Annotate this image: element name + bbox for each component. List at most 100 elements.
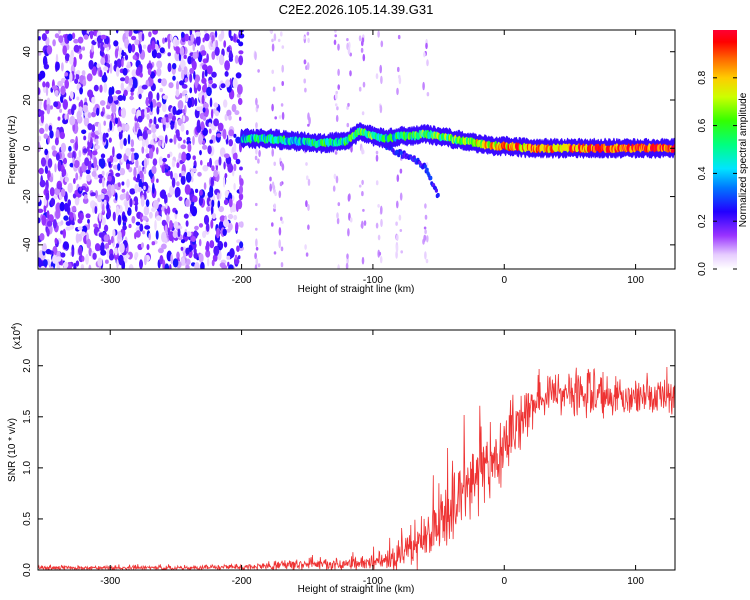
heatmap-noise-blob — [204, 33, 210, 42]
heatmap-noise-blob — [104, 243, 110, 250]
heatmap-sparse-blob — [377, 30, 380, 38]
heatmap-noise-blob — [68, 145, 72, 152]
heatmap-noise-blob — [126, 178, 130, 188]
heatmap-noise-blob — [111, 103, 117, 114]
heatmap-noise-blob — [179, 173, 182, 178]
heatmap-sparse-blob — [305, 200, 308, 208]
heatmap-noise-blob — [96, 107, 100, 117]
heatmap-noise-blob — [109, 155, 114, 163]
heatmap-noise-blob — [46, 220, 53, 227]
snr-line — [38, 366, 675, 570]
heatmap-noise-blob — [134, 183, 139, 194]
heatmap-noise-blob — [213, 102, 219, 108]
heatmap-noise-blob — [110, 235, 114, 244]
heatmap-noise-blob — [191, 176, 194, 183]
heatmap-noise-blob — [57, 160, 62, 172]
heatmap-noise-blob — [107, 95, 114, 104]
heatmap-sparse-blob — [362, 208, 365, 212]
heatmap-noise-blob — [156, 178, 159, 183]
heatmap-sparse-blob — [273, 161, 277, 166]
heatmap-noise-blob — [218, 206, 224, 213]
heatmap-noise-blob — [104, 224, 109, 232]
heatmap-noise-blob — [206, 65, 213, 75]
heatmap-sparse-blob — [337, 202, 341, 207]
heatmap-noise-blob — [141, 242, 144, 249]
snr-multiplier-prefix: (x10 — [12, 329, 23, 349]
heatmap-noise-blob — [112, 146, 115, 158]
heatmap-noise-blob — [64, 202, 69, 212]
heatmap-noise-blob — [98, 221, 102, 230]
heatmap-noise-blob — [170, 122, 174, 130]
heatmap-noise-blob — [64, 176, 70, 183]
heatmap-noise-blob — [175, 210, 178, 215]
heatmap-noise-blob — [87, 139, 93, 149]
heatmap-noise-blob — [215, 39, 219, 49]
heatmap-noise-blob — [94, 243, 101, 252]
heatmap-noise-blob — [52, 245, 58, 256]
heatmap-sparse-blob — [396, 174, 400, 182]
heatmap-sparse-blob — [424, 251, 427, 260]
heatmap-noise-blob — [116, 259, 119, 269]
heatmap-noise-blob — [38, 217, 41, 224]
heatmap-sparse-blob — [255, 148, 258, 155]
heatmap-noise-blob — [75, 172, 79, 181]
heatmap-sparse-blob — [337, 84, 341, 90]
heatmap-noise-blob — [63, 215, 69, 221]
heatmap-noise-blob — [144, 107, 148, 118]
heatmap-noise-blob — [198, 223, 204, 228]
heatmap-noise-blob — [194, 262, 200, 269]
heatmap-noise-blob — [153, 199, 159, 210]
heatmap-noise-blob — [186, 137, 191, 142]
heatmap-noise-blob — [238, 221, 243, 227]
heatmap-sparse-blob — [337, 43, 340, 51]
heatmap-noise-blob — [169, 185, 175, 196]
heatmap-sparse-blob — [397, 66, 400, 73]
heatmap-noise-blob — [224, 173, 228, 179]
heatmap-sparse-blob — [362, 81, 366, 88]
heatmap-noise-blob — [233, 163, 237, 172]
heatmap-noise-blob — [109, 62, 113, 74]
heatmap-noise-blob — [184, 115, 189, 122]
heatmap-noise-blob — [164, 224, 168, 235]
heatmap-noise-blob — [72, 123, 76, 132]
heatmap-noise-blob — [94, 135, 99, 140]
heatmap-noise-blob — [141, 139, 146, 148]
heatmap-noise-blob — [100, 34, 107, 40]
heatmap-sparse-blob — [254, 252, 257, 259]
heatmap-noise-blob — [125, 200, 129, 212]
heatmap-sparse-blob — [398, 214, 402, 221]
heatmap-sparse-blob — [303, 36, 307, 40]
heatmap-noise-blob — [70, 139, 75, 144]
heatmap-noise-blob — [113, 40, 119, 47]
heatmap-sparse-blob — [254, 264, 258, 269]
heatmap-noise-blob — [100, 192, 105, 200]
heatmap-noise-blob — [176, 80, 179, 91]
heatmap-noise-blob — [159, 255, 164, 265]
heatmap-noise-blob — [185, 152, 191, 161]
heatmap-noise-blob — [224, 60, 231, 71]
heatmap-noise-blob — [237, 199, 243, 210]
heatmap-noise-blob — [162, 157, 168, 163]
heatmap-noise-blob — [194, 78, 198, 89]
snr-y-tick-label: 1.0 — [22, 460, 33, 474]
heatmap-noise-blob — [195, 35, 201, 46]
heatmap-noise-blob — [40, 265, 46, 269]
heatmap-sparse-blob — [306, 62, 310, 71]
heatmap-sparse-blob — [375, 73, 379, 80]
heatmap-noise-blob — [42, 81, 46, 88]
heatmap-sparse-blob — [422, 81, 425, 91]
heatmap-noise-blob — [73, 38, 79, 44]
heatmap-noise-blob — [86, 73, 93, 82]
heatmap-noise-blob — [238, 193, 244, 201]
heatmap-noise-blob — [150, 101, 153, 112]
heatmap-noise-blob — [43, 204, 47, 213]
heatmap-noise-blob — [144, 255, 147, 266]
heatmap-sparse-blob — [347, 228, 350, 237]
heatmap-noise-blob — [140, 196, 145, 207]
heatmap-sparse-blob — [269, 183, 273, 192]
heatmap-noise-blob — [133, 166, 137, 178]
heatmap-noise-blob — [79, 53, 83, 60]
heatmap-noise-blob — [192, 135, 195, 146]
heatmap-noise-blob — [91, 124, 96, 133]
heatmap-noise-blob — [143, 185, 146, 191]
